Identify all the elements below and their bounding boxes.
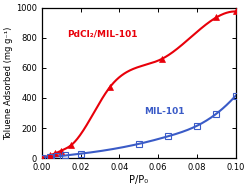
Text: PdCl₂/MIL-101: PdCl₂/MIL-101 bbox=[67, 29, 137, 38]
Y-axis label: Toluene Adsorbed (mg g⁻¹): Toluene Adsorbed (mg g⁻¹) bbox=[4, 26, 13, 140]
Text: MIL-101: MIL-101 bbox=[144, 107, 185, 116]
X-axis label: P/P₀: P/P₀ bbox=[129, 175, 148, 185]
